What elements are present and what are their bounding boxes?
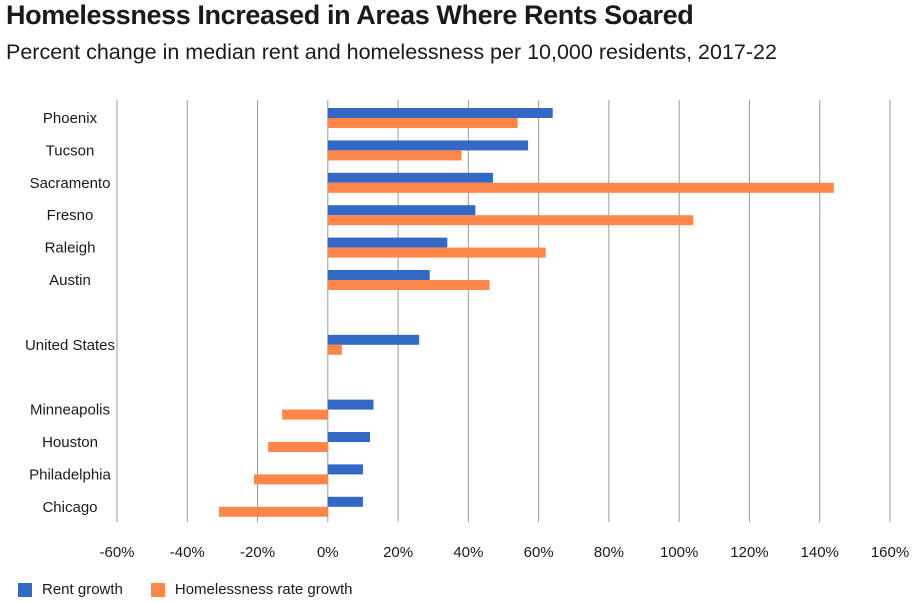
legend: Rent growth Homelessness rate growth	[18, 581, 380, 598]
bar-homelessness-growth	[282, 409, 328, 420]
legend-item-homelessness: Homelessness rate growth	[150, 581, 353, 598]
bar-rent-growth	[327, 432, 370, 442]
legend-item-rent: Rent growth	[18, 581, 123, 598]
x-tick-label: 160%	[871, 544, 909, 561]
bar-rent-growth	[327, 205, 476, 216]
bar-rent-growth	[327, 399, 374, 410]
category-label: Fresno	[47, 207, 94, 224]
bar-homelessness-growth	[327, 344, 342, 355]
x-tick-label: 40%	[453, 544, 483, 561]
chart-title: Homelessness Increased in Areas Where Re…	[6, 0, 694, 30]
legend-swatch-homelessness	[150, 582, 165, 597]
bar-rent-growth	[327, 172, 493, 183]
legend-label-rent: Rent growth	[42, 581, 123, 598]
x-tick-label: 60%	[524, 544, 554, 561]
bar-homelessness-growth	[327, 182, 834, 193]
x-tick-label: 80%	[594, 544, 624, 561]
bar-homelessness-growth	[327, 215, 694, 226]
bar-homelessness-growth	[327, 280, 490, 290]
category-label: Raleigh	[45, 240, 96, 257]
legend-label-homelessness: Homelessness rate growth	[174, 581, 353, 598]
bar-rent-growth	[327, 334, 420, 345]
x-tick-label: 0%	[317, 544, 339, 561]
bar-homelessness-growth	[327, 118, 518, 128]
category-label: Philadelphia	[29, 466, 111, 483]
bar-rent-growth	[327, 140, 529, 151]
category-label: Sacramento	[30, 175, 111, 192]
chart-subtitle: Percent change in median rent and homele…	[6, 40, 777, 64]
category-label: Austin	[49, 272, 91, 289]
bar-rent-growth	[327, 496, 363, 507]
x-tick-label: 100%	[660, 544, 698, 561]
bar-rent-growth	[327, 237, 448, 248]
category-label: Minneapolis	[30, 402, 110, 419]
category-label: Tucson	[46, 142, 95, 159]
x-tick-label: -60%	[99, 544, 134, 561]
bar-homelessness-growth	[268, 442, 328, 452]
bar-rent-growth	[327, 464, 363, 475]
x-tick-label: 120%	[730, 544, 768, 561]
bar-homelessness-growth	[254, 474, 328, 485]
category-label: United States	[25, 337, 115, 354]
bar-rent-growth	[327, 108, 553, 118]
category-label: Chicago	[42, 499, 97, 516]
x-tick-label: 140%	[801, 544, 839, 561]
bar-rent-growth	[327, 270, 430, 280]
x-tick-label: -40%	[170, 544, 205, 561]
bar-homelessness-growth	[327, 150, 462, 161]
x-tick-label: 20%	[383, 544, 413, 561]
bar-homelessness-growth	[327, 247, 546, 258]
legend-swatch-rent	[18, 582, 32, 597]
x-tick-label: -20%	[240, 544, 275, 561]
category-label: Houston	[42, 434, 98, 451]
bar-homelessness-growth	[218, 506, 328, 517]
category-label: Phoenix	[43, 110, 98, 127]
